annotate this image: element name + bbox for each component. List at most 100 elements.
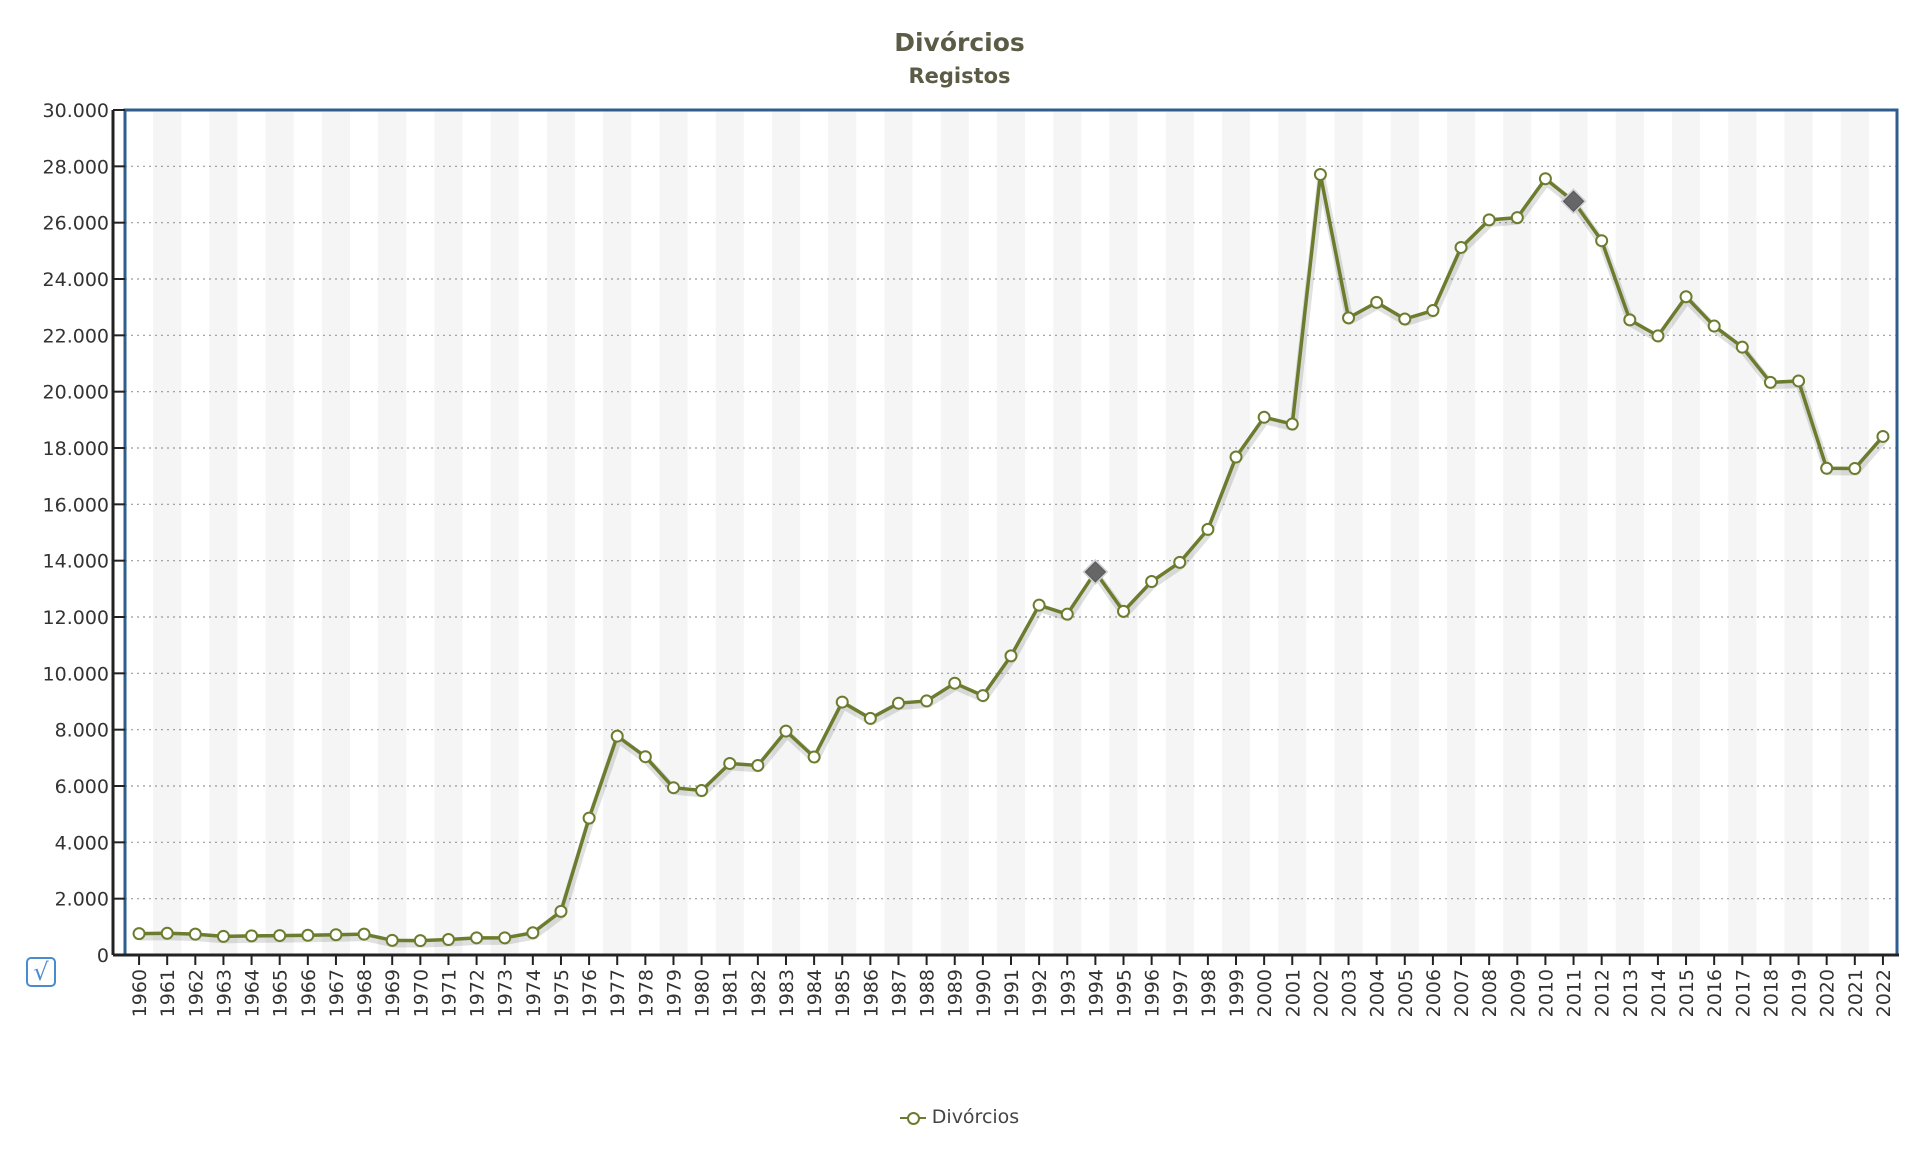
category-band xyxy=(1334,110,1363,955)
data-point xyxy=(245,929,259,943)
data-point xyxy=(160,926,174,940)
data-point xyxy=(132,927,146,941)
category-band xyxy=(265,110,294,955)
x-tick-label: 1981 xyxy=(720,969,742,1017)
data-point xyxy=(948,676,962,690)
category-band xyxy=(209,110,238,955)
chart-title: Divórcios xyxy=(894,28,1025,57)
category-band xyxy=(1728,110,1757,955)
x-tick-label: 1982 xyxy=(748,969,770,1017)
y-tick-label: 6.000 xyxy=(55,776,109,798)
data-point xyxy=(891,696,905,710)
highlighted-point xyxy=(1562,190,1585,212)
y-tick-label: 8.000 xyxy=(55,720,109,742)
x-tick-label: 1992 xyxy=(1029,969,1051,1017)
category-band xyxy=(1165,110,1194,955)
x-tick-label: 1960 xyxy=(129,969,151,1017)
category-band xyxy=(378,110,407,955)
y-tick-label: 26.000 xyxy=(43,213,109,235)
data-point xyxy=(1145,575,1159,589)
y-tick-label: 16.000 xyxy=(43,494,109,516)
x-tick-label: 2016 xyxy=(1704,969,1726,1017)
x-tick-label: 2022 xyxy=(1873,969,1895,1017)
x-tick-label: 1967 xyxy=(326,969,348,1017)
data-point xyxy=(1820,461,1834,475)
y-tick-label: 10.000 xyxy=(43,663,109,685)
data-point xyxy=(216,929,230,943)
data-point xyxy=(385,933,399,947)
x-tick-label: 1997 xyxy=(1170,969,1192,1017)
x-tick-label: 2011 xyxy=(1564,969,1586,1017)
category-band xyxy=(546,110,576,955)
x-tick-label: 1961 xyxy=(157,969,179,1017)
x-tick-label: 1994 xyxy=(1085,969,1107,1017)
x-tick-label: 1996 xyxy=(1142,969,1164,1017)
data-point xyxy=(1454,240,1468,254)
category-bands xyxy=(153,110,1869,955)
x-tick-label: 1975 xyxy=(551,969,573,1017)
x-tick-label: 1973 xyxy=(495,969,517,1017)
data-point xyxy=(1004,649,1018,663)
data-point xyxy=(273,929,287,943)
category-band xyxy=(1390,110,1419,955)
x-tick-label: 1991 xyxy=(1001,969,1023,1017)
data-point xyxy=(1651,329,1665,343)
checkbox-icon[interactable]: √ xyxy=(26,957,56,987)
data-point xyxy=(638,750,652,764)
x-tick-label: 2014 xyxy=(1648,969,1670,1017)
data-point xyxy=(920,694,934,708)
data-point xyxy=(470,931,484,945)
data-point xyxy=(1342,311,1356,325)
x-tick-label: 2017 xyxy=(1732,969,1754,1017)
x-axis-ticks: 1960 1961 1962 1963 1964 1965 1966 1967 1968 1969… xyxy=(129,955,1895,1017)
x-tick-label: 1998 xyxy=(1198,969,1220,1017)
data-point xyxy=(1060,607,1074,621)
legend-label: Divórcios xyxy=(931,1106,1020,1128)
data-point xyxy=(1426,304,1440,318)
category-band xyxy=(1221,110,1251,955)
category-band xyxy=(1503,110,1532,955)
x-tick-label: 1988 xyxy=(917,969,939,1017)
data-point xyxy=(1595,234,1609,248)
chart-subtitle: Registos xyxy=(908,64,1011,88)
category-band xyxy=(940,110,969,955)
x-tick-label: 1976 xyxy=(579,969,601,1017)
legend[interactable]: Divórcios xyxy=(0,1106,1919,1128)
category-band xyxy=(434,110,463,955)
x-tick-label: 1968 xyxy=(354,969,376,1017)
data-point xyxy=(1623,313,1637,327)
data-point xyxy=(976,689,990,703)
x-tick-label: 1993 xyxy=(1057,969,1079,1017)
category-band xyxy=(659,110,688,955)
x-tick-label: 2003 xyxy=(1339,969,1361,1017)
data-point xyxy=(498,931,512,945)
y-tick-label: 24.000 xyxy=(43,269,109,291)
data-point xyxy=(863,711,877,725)
data-point xyxy=(1876,429,1890,443)
x-tick-label: 1971 xyxy=(438,969,460,1017)
category-band xyxy=(1840,110,1869,955)
x-tick-label: 2001 xyxy=(1282,969,1304,1017)
data-point xyxy=(835,695,849,709)
x-tick-label: 1963 xyxy=(213,969,235,1017)
data-point xyxy=(1370,295,1384,309)
category-band xyxy=(153,110,182,955)
data-point xyxy=(751,758,765,772)
data-point xyxy=(1679,290,1693,304)
x-tick-label: 2010 xyxy=(1535,969,1557,1017)
x-tick-label: 1969 xyxy=(382,969,404,1017)
category-band xyxy=(321,110,351,955)
x-tick-label: 2018 xyxy=(1760,969,1782,1017)
data-point xyxy=(807,750,821,764)
x-tick-label: 2012 xyxy=(1592,969,1614,1017)
data-point xyxy=(723,756,737,770)
category-band xyxy=(1671,110,1701,955)
data-point xyxy=(695,784,709,798)
x-tick-label: 2008 xyxy=(1479,969,1501,1017)
data-point xyxy=(329,928,343,942)
category-band xyxy=(771,110,801,955)
category-band xyxy=(1109,110,1138,955)
x-tick-label: 1984 xyxy=(804,969,826,1017)
legend-marker-icon xyxy=(899,1111,926,1125)
